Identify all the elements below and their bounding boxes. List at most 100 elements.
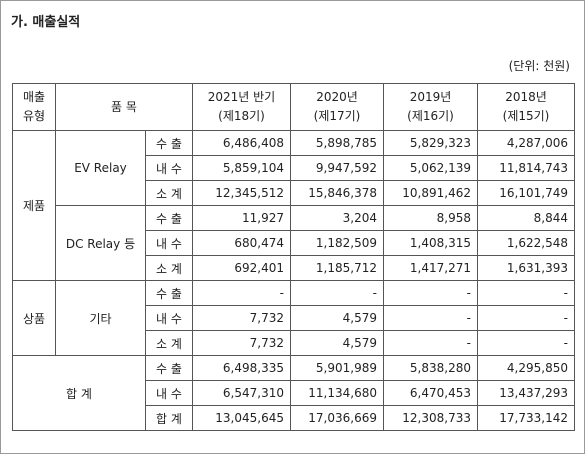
header-text: 2020년	[316, 90, 358, 104]
value: -	[563, 336, 568, 350]
data-row: DC Relay 등 수 출 11,927 3,204 8,958 8,844	[13, 205, 575, 281]
group-label: 제품	[22, 199, 46, 213]
total-row: 합 계 수 출 6,498,335 5,901,989 5,838,280 4,295,8…	[12, 355, 575, 431]
value-cell: -	[383, 330, 478, 356]
data-row: 소 계 692,401 1,185,712 1,417,271 1,631,393	[13, 255, 575, 281]
value: 12,308,733	[402, 411, 471, 425]
value: 11,134,680	[308, 386, 377, 400]
total-label: 합 계	[66, 386, 92, 401]
sub-cell: 소 계	[145, 330, 193, 356]
value-cell: -	[192, 280, 291, 306]
sub-cell: 수 출	[145, 355, 193, 381]
value-cell: 13,437,293	[477, 380, 575, 406]
value: -	[279, 286, 284, 300]
header-row: 매출 유형 품 목 2021년 반기 (제18기) 2020년 (제17기) 2019년 (제1…	[12, 83, 575, 131]
item-label: DC Relay 등	[65, 236, 136, 251]
value-cell: 12,345,512	[192, 180, 291, 206]
total-cell: 합 계	[12, 355, 146, 431]
value: 4,579	[342, 311, 377, 325]
group-label: 상품	[22, 311, 46, 326]
value-cell: 7,732	[192, 305, 291, 331]
value: 5,829,323	[409, 136, 471, 150]
item-label: 기타	[89, 311, 112, 326]
sub-label: 수 출	[156, 211, 182, 226]
value: 5,838,280	[409, 361, 471, 375]
value-cell: 6,470,453	[383, 380, 478, 406]
value: 13,437,293	[499, 386, 568, 400]
sub-label: 합 계	[156, 411, 182, 426]
value: 15,846,378	[308, 186, 377, 200]
value-cell: 5,859,104	[192, 155, 291, 181]
value: -	[372, 286, 377, 300]
value-cell: 11,134,680	[290, 380, 384, 406]
header-text: 2019년	[409, 90, 452, 104]
value-cell: -	[477, 305, 575, 331]
value: 17,036,669	[308, 411, 377, 425]
value-cell: 8,844	[477, 205, 575, 231]
sub-label: 수 출	[156, 286, 182, 301]
header-text: 매출	[22, 90, 46, 104]
value: 6,470,453	[409, 386, 471, 400]
sub-label: 수 출	[156, 361, 182, 376]
value: 11,814,743	[499, 161, 568, 175]
value: 13,045,645	[215, 411, 284, 425]
unit: (단위: 천원)	[508, 59, 570, 73]
header-text: (제18기)	[218, 109, 265, 123]
value-cell: 5,829,323	[383, 130, 478, 156]
value: 5,859,104	[222, 161, 284, 175]
value: -	[563, 311, 568, 325]
header-text: 2018년	[505, 90, 547, 104]
sub-label: 소 계	[156, 261, 182, 276]
sub-cell: 내 수	[145, 230, 193, 256]
value-cell: 11,814,743	[477, 155, 575, 181]
value: -	[466, 336, 471, 350]
value-cell: 16,101,749	[477, 180, 575, 206]
header-text: (제15기)	[502, 109, 550, 123]
value-cell: -	[477, 280, 575, 306]
value-cell: 6,486,408	[192, 130, 291, 156]
header-cell: 2020년 (제17기)	[290, 83, 384, 131]
value-cell: 4,579	[290, 305, 384, 331]
value: 3,204	[342, 211, 377, 225]
value: -	[466, 311, 471, 325]
value: 1,185,712	[315, 261, 377, 275]
value: 692,401	[234, 261, 284, 275]
value: 1,417,271	[409, 261, 471, 275]
sub-label: 내 수	[156, 386, 182, 401]
title: 가. 매출실적	[11, 15, 81, 30]
value: -	[563, 286, 568, 300]
value: 8,844	[533, 211, 568, 225]
value: 7,732	[249, 311, 284, 325]
item-label: EV Relay	[74, 161, 127, 175]
sub-cell: 소 계	[145, 255, 193, 281]
sub-cell: 수 출	[145, 205, 193, 231]
sub-cell: 내 수	[145, 155, 193, 181]
value-cell: 1,631,393	[477, 255, 575, 281]
value: 11,927	[242, 211, 284, 225]
value: 1,182,509	[315, 236, 377, 250]
total-row: 합 계 13,045,645 17,036,669 12,308,733 17,733,…	[13, 405, 575, 431]
value-cell: 11,927	[192, 205, 291, 231]
value-cell: 17,733,142	[477, 405, 575, 431]
sub-label: 내 수	[156, 161, 182, 176]
value: 6,486,408	[222, 136, 284, 150]
value-cell: 15,846,378	[290, 180, 384, 206]
value-cell: 8,958	[383, 205, 478, 231]
value: 8,958	[436, 211, 471, 225]
value-cell: 6,498,335	[192, 355, 291, 381]
value-cell: 6,547,310	[192, 380, 291, 406]
group-cell: 상품	[12, 280, 56, 356]
value: 12,345,512	[215, 186, 284, 200]
value-cell: 4,287,006	[477, 130, 575, 156]
value-cell: 4,579	[290, 330, 384, 356]
item-cell: DC Relay 등	[55, 205, 146, 281]
data-row: 소 계 12,345,512 15,846,378 10,891,462 16,101,…	[13, 180, 575, 206]
value-cell: 4,295,850	[477, 355, 575, 381]
value: 5,898,785	[315, 136, 377, 150]
sub-label: 수 출	[156, 136, 182, 151]
header-text: 2021년 반기	[207, 90, 276, 104]
value: 6,547,310	[222, 386, 284, 400]
value: 1,631,393	[506, 261, 568, 275]
value-cell: 13,045,645	[192, 405, 291, 431]
